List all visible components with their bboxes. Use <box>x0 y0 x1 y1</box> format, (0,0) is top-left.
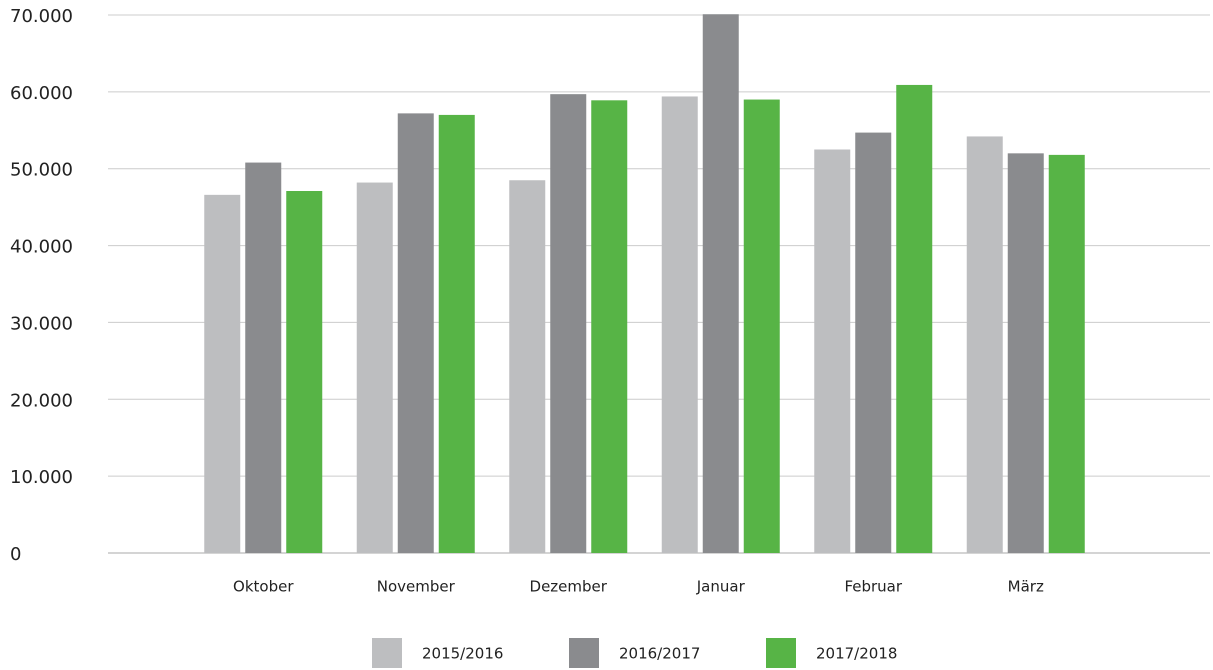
bar <box>896 84 933 553</box>
x-tick-label: Dezember <box>530 578 608 596</box>
y-tick-label: 60.000 <box>10 83 73 104</box>
legend-label: 2015/2016 <box>422 645 503 663</box>
bar <box>591 100 628 553</box>
bar <box>743 99 780 554</box>
y-tick-label: 70.000 <box>10 6 73 27</box>
bar <box>550 94 587 554</box>
x-tick-label: März <box>1008 578 1044 596</box>
x-tick-label: Oktober <box>233 578 294 596</box>
bar <box>702 14 739 553</box>
bar <box>855 132 892 553</box>
bar <box>356 182 393 553</box>
legend-label: 2017/2018 <box>816 645 897 663</box>
bar <box>661 96 698 554</box>
legend-swatch <box>372 638 402 668</box>
x-tick-label: November <box>377 578 456 596</box>
y-tick-label: 50.000 <box>10 160 73 181</box>
bar <box>438 114 475 554</box>
bar <box>1048 154 1085 553</box>
bar <box>204 194 241 554</box>
bar <box>397 113 434 554</box>
bar <box>509 180 546 553</box>
bar <box>1007 153 1044 554</box>
bar <box>966 136 1003 554</box>
bar <box>286 191 323 553</box>
legend-swatch <box>766 638 796 668</box>
y-tick-label: 0 <box>10 544 21 565</box>
bar <box>814 149 851 553</box>
y-tick-label: 10.000 <box>10 467 73 488</box>
x-tick-label: Januar <box>696 578 746 596</box>
legend-swatch <box>569 638 599 668</box>
y-tick-label: 40.000 <box>10 237 73 258</box>
y-tick-label: 30.000 <box>10 313 73 334</box>
y-tick-label: 20.000 <box>10 390 73 411</box>
legend-label: 2016/2017 <box>619 645 700 663</box>
x-tick-label: Februar <box>844 578 902 596</box>
bar <box>245 162 282 553</box>
